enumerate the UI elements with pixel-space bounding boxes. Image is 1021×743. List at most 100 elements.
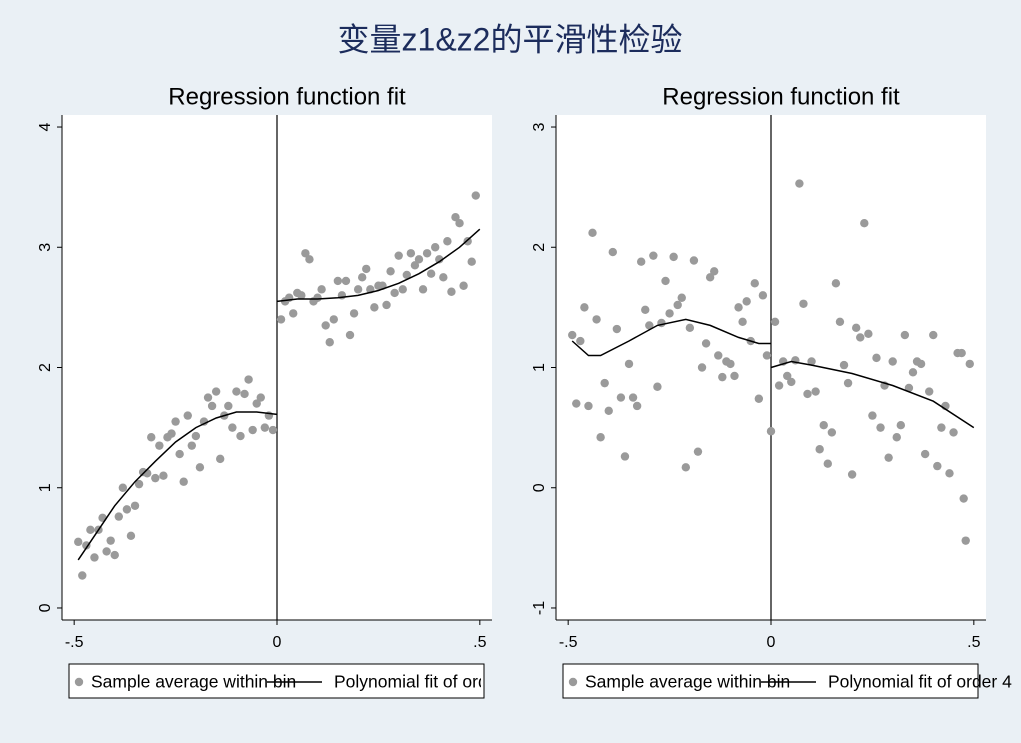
scatter-point — [762, 351, 772, 360]
scatter-point — [726, 359, 735, 369]
scatter-point — [823, 459, 832, 468]
scatter-point — [155, 441, 164, 450]
scatter-point — [455, 219, 464, 228]
scatter-point — [386, 267, 395, 276]
scatter-point — [892, 433, 901, 442]
scatter-point — [669, 252, 678, 262]
scatter-point — [900, 330, 910, 340]
scatter-point — [568, 330, 577, 340]
scatter-point — [126, 531, 136, 541]
scatter-point — [244, 375, 253, 384]
y-tick-label: 4 — [37, 122, 54, 131]
scatter-point — [171, 417, 180, 426]
scatter-point — [191, 431, 201, 441]
scatter-point — [961, 536, 970, 545]
legend-marker — [568, 677, 578, 687]
scatter-point — [390, 288, 399, 298]
scatter-point — [199, 417, 209, 426]
scatter-point — [439, 273, 448, 282]
scatter-point — [592, 315, 601, 324]
scatter-point — [321, 321, 330, 330]
scatter-point — [357, 273, 367, 282]
scatter-point — [134, 479, 144, 489]
scatter-point — [799, 299, 808, 308]
scatter-point — [576, 336, 585, 346]
panel-title: Regression function fit — [662, 83, 900, 110]
scatter-point — [616, 393, 626, 402]
scatter-point — [414, 255, 424, 264]
scatter-point — [175, 449, 184, 459]
scatter-point — [268, 425, 278, 435]
scatter-point — [766, 427, 776, 436]
scatter-point — [167, 429, 176, 438]
legend-label: Sample average within bin — [91, 672, 296, 692]
scatter-point — [860, 219, 869, 228]
legend: Sample average within bin Polynomial fit … — [74, 672, 481, 692]
scatter-point — [102, 547, 111, 556]
scatter-point — [406, 249, 416, 258]
scatter-point — [856, 333, 865, 342]
scatter-point — [758, 291, 768, 300]
scatter-point — [78, 571, 87, 580]
panel: Regression function fit 0 1 2 3 4 -.5 0 .5 Sample… — [37, 83, 492, 699]
scatter-point — [216, 454, 225, 464]
legend: Sample average within bin Polynomial fit … — [568, 672, 1012, 692]
scatter-point — [685, 323, 695, 333]
scatter-point — [256, 393, 265, 402]
scatter-point — [305, 255, 314, 264]
scatter-point — [795, 179, 804, 188]
scatter-point — [276, 315, 286, 324]
scatter-point — [888, 357, 897, 366]
scatter-point — [649, 251, 658, 260]
scatter-point — [714, 351, 723, 360]
scatter-point — [248, 425, 257, 435]
scatter-point — [904, 383, 914, 393]
scatter-point — [86, 525, 95, 535]
scatter-point — [232, 387, 241, 396]
scatter-point — [410, 261, 420, 270]
scatter-point — [710, 267, 719, 276]
x-tick-label: .5 — [473, 634, 486, 651]
scatter-point — [431, 243, 440, 252]
scatter-point — [159, 471, 168, 480]
scatter-point — [345, 330, 355, 340]
scatter-point — [151, 473, 160, 483]
legend-label: Polynomial fit of order 4 — [828, 672, 1012, 692]
scatter-point — [74, 537, 83, 547]
scatter-point — [843, 378, 853, 388]
scatter-point — [195, 463, 205, 472]
scatter-point — [394, 251, 403, 260]
scatter-point — [641, 305, 650, 314]
scatter-point — [118, 483, 128, 492]
y-tick-label: -1 — [531, 601, 548, 615]
panel-title: Regression function fit — [168, 83, 406, 110]
legend-box — [562, 663, 979, 699]
scatter-point — [382, 300, 391, 310]
x-tick-label: 0 — [767, 634, 776, 651]
scatter-point — [677, 293, 686, 302]
scatter-point — [596, 433, 605, 442]
scatter-point — [908, 368, 918, 377]
scatter-point — [289, 309, 298, 318]
scatter-point — [876, 423, 885, 432]
scatter-point — [815, 445, 824, 454]
scatter-point — [738, 317, 747, 327]
y-tick-label: 3 — [37, 243, 54, 252]
scatter-point — [317, 285, 326, 294]
scatter-point — [945, 469, 954, 478]
scatter-point — [179, 477, 188, 486]
scatter-point — [754, 394, 764, 403]
scatter-point — [787, 377, 796, 387]
scatter-point — [835, 317, 845, 327]
scatter-point — [106, 536, 115, 545]
y-tick-label: 2 — [531, 243, 548, 252]
y-tick-label: 2 — [37, 363, 54, 372]
scatter-point — [588, 228, 597, 238]
scatter-point — [207, 401, 217, 411]
scatter-point — [426, 269, 436, 278]
scatter-point — [750, 279, 759, 288]
scatter-point — [896, 421, 906, 430]
scatter-point — [398, 285, 407, 294]
